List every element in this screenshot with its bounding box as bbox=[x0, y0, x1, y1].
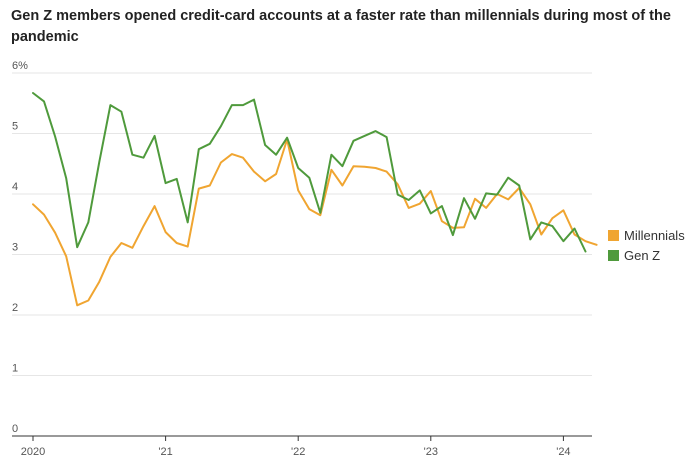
y-tick-label: 2 bbox=[12, 302, 18, 314]
y-tick-label: 5 bbox=[12, 121, 18, 133]
series-lines bbox=[32, 92, 598, 307]
legend-swatch bbox=[608, 250, 619, 261]
legend-swatch bbox=[608, 230, 619, 241]
series-line-gen-z bbox=[32, 92, 587, 253]
chart-title: Gen Z members opened credit-card account… bbox=[11, 8, 671, 45]
series-line-millennials bbox=[32, 138, 598, 307]
y-tick-label: 6% bbox=[12, 60, 28, 72]
y-axis-tick-labels: 0 1 2 3 4 5 6% bbox=[12, 60, 28, 435]
x-tick-label: '21 bbox=[158, 446, 172, 458]
y-tick-label: 3 bbox=[12, 242, 18, 254]
legend-label: Gen Z bbox=[624, 248, 660, 263]
legend-label: Millennials bbox=[624, 228, 685, 243]
x-tick-label: '22 bbox=[291, 446, 305, 458]
x-tick-label: '23 bbox=[424, 446, 438, 458]
x-axis: 2020 '21 '22 '23 '24 bbox=[12, 435, 592, 458]
legend: Millennials Gen Z bbox=[608, 228, 685, 263]
y-tick-label: 0 bbox=[12, 423, 18, 435]
y-tick-label: 1 bbox=[12, 363, 18, 375]
x-tick-label: '24 bbox=[556, 446, 570, 458]
y-tick-label: 4 bbox=[12, 181, 18, 193]
gridlines bbox=[12, 72, 592, 376]
x-tick-label: 2020 bbox=[21, 446, 45, 458]
